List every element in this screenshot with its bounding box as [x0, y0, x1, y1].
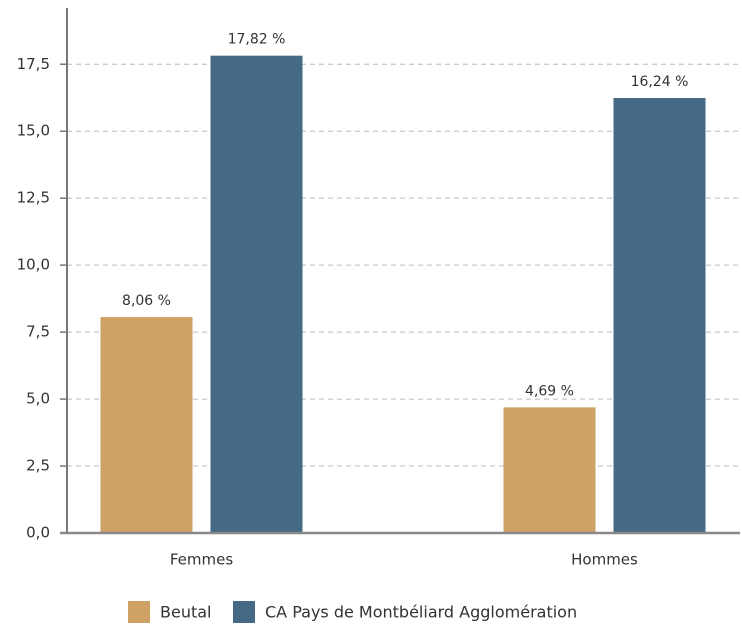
- legend-label: Beutal: [160, 603, 211, 622]
- x-tick-label: Femmes: [170, 551, 233, 569]
- y-tick-label: 2,5: [26, 457, 50, 475]
- legend-swatch: [233, 601, 255, 623]
- bar: [100, 317, 193, 533]
- y-tick-label: 7,5: [26, 323, 50, 341]
- legend-swatch: [128, 601, 150, 623]
- y-tick-label: 15,0: [17, 122, 50, 140]
- bar: [613, 98, 706, 533]
- y-tick-label: 17,5: [17, 55, 50, 73]
- value-label: 16,24 %: [631, 74, 689, 90]
- x-tick-label: Hommes: [571, 551, 638, 569]
- value-label: 8,06 %: [122, 293, 171, 309]
- y-tick-label: 0,0: [26, 524, 50, 542]
- y-tick-label: 10,0: [17, 256, 50, 274]
- bar: [210, 55, 303, 534]
- y-tick-label: 12,5: [17, 189, 50, 207]
- bar: [503, 407, 596, 533]
- value-label: 4,69 %: [525, 383, 574, 399]
- y-tick-label: 5,0: [26, 390, 50, 408]
- legend-label: CA Pays de Montbéliard Agglomération: [265, 603, 577, 622]
- value-label: 17,82 %: [228, 32, 286, 48]
